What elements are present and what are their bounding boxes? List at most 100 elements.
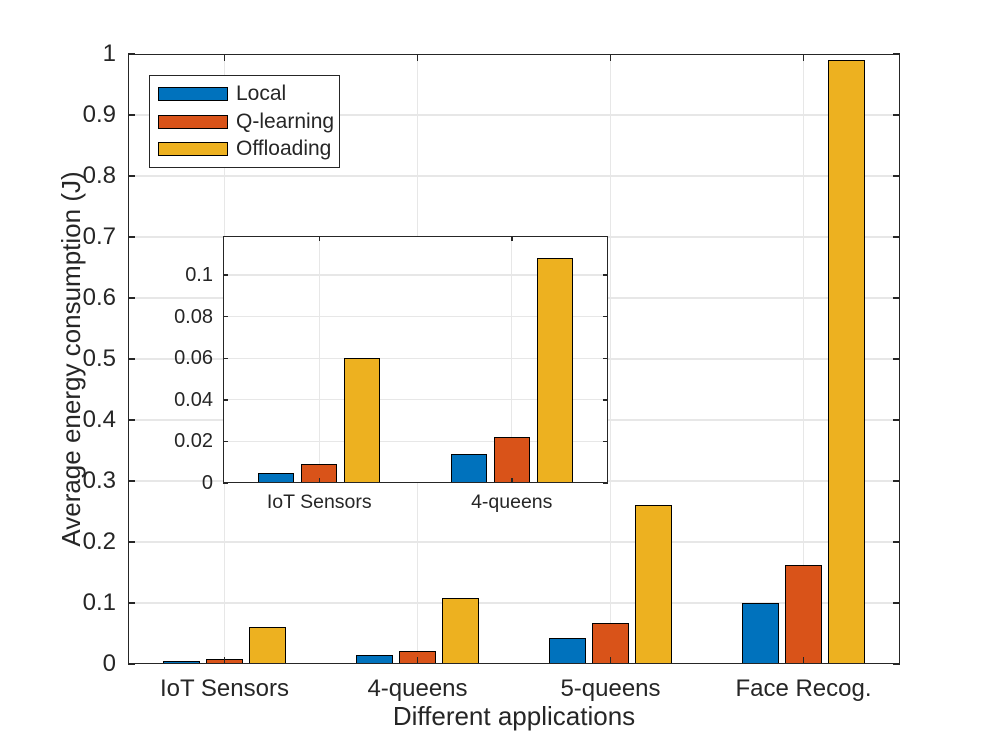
y-tick-mark bbox=[223, 440, 228, 443]
x-tick-mark bbox=[416, 54, 419, 61]
y-tick-mark bbox=[893, 541, 900, 543]
y-tick-label: 0.3 bbox=[82, 467, 116, 494]
y-tick-mark bbox=[128, 541, 135, 543]
h-gridline bbox=[223, 440, 608, 442]
y-tick-mark bbox=[128, 419, 135, 421]
legend-label-offloading: Offloading bbox=[236, 136, 332, 160]
h-gridline bbox=[223, 399, 608, 401]
legend-item-local: Local bbox=[150, 82, 339, 106]
bar-offloading-face-recog bbox=[828, 60, 865, 664]
y-tick-mark bbox=[893, 358, 900, 360]
legend-label-q-learning: Q-learning bbox=[236, 109, 335, 133]
bar-local-5-queens bbox=[549, 638, 586, 664]
v-gridline bbox=[802, 54, 805, 664]
y-tick-label: 0.1 bbox=[185, 264, 213, 287]
legend-label-local: Local bbox=[236, 82, 287, 106]
x-tick-label: 5-queens bbox=[560, 675, 661, 702]
inset-plot-area: 0 0.02 0.04 0.06 0.08 0.1 IoT Sensors 4-queens bbox=[174, 236, 608, 513]
y-tick-label: 0.06 bbox=[174, 347, 213, 370]
x-tick-mark bbox=[511, 478, 513, 483]
x-tick-mark bbox=[416, 657, 419, 664]
y-tick-label: 0 bbox=[201, 472, 213, 494]
y-tick-mark bbox=[223, 399, 228, 401]
y-tick-mark bbox=[603, 399, 608, 401]
h-gridline bbox=[128, 541, 900, 543]
y-tick-mark bbox=[893, 297, 900, 299]
y-tick-mark bbox=[893, 53, 900, 55]
x-tick-mark bbox=[318, 236, 320, 241]
y-tick-label: 0 bbox=[102, 650, 116, 677]
x-tick-label: IoT Sensors bbox=[266, 491, 372, 513]
legend-item-q-learning: Q-learning bbox=[150, 110, 339, 134]
bar-local-face-recog bbox=[742, 603, 779, 664]
h-gridline bbox=[223, 274, 608, 276]
y-tick-label: 0.6 bbox=[82, 284, 116, 311]
y-tick-mark bbox=[603, 440, 608, 443]
x-tick-mark bbox=[223, 54, 226, 61]
y-tick-mark bbox=[603, 482, 608, 484]
y-tick-mark bbox=[223, 482, 228, 484]
x-tick-label: 4-queens bbox=[367, 675, 468, 702]
y-tick-mark bbox=[128, 175, 135, 177]
y-tick-mark bbox=[128, 480, 135, 482]
x-tick-label: 4-queens bbox=[471, 491, 553, 513]
y-tick-label: 0.08 bbox=[174, 305, 213, 328]
h-gridline bbox=[128, 114, 900, 116]
x-tick-mark bbox=[511, 236, 513, 241]
y-tick-mark bbox=[893, 175, 900, 177]
v-gridline bbox=[511, 236, 513, 483]
bar-offloading-4-queens bbox=[442, 598, 479, 664]
y-tick-mark bbox=[128, 602, 135, 604]
y-tick-mark bbox=[603, 357, 608, 359]
bar-local-iot-sensors bbox=[258, 472, 295, 483]
x-axis-label: Different applications bbox=[392, 701, 636, 731]
h-gridline bbox=[128, 175, 900, 177]
x-tick-label: IoT Sensors bbox=[160, 675, 289, 702]
legend-item-offloading: Offloading bbox=[150, 137, 339, 161]
legend-swatch-local bbox=[158, 87, 228, 102]
bar-local-4-queens bbox=[356, 655, 393, 664]
y-tick-mark bbox=[603, 274, 608, 276]
y-tick-mark bbox=[223, 357, 228, 359]
x-tick-mark bbox=[318, 478, 320, 483]
y-tick-label: 1 bbox=[102, 40, 116, 67]
y-tick-mark bbox=[893, 480, 900, 482]
y-tick-mark bbox=[223, 315, 228, 318]
bar-q-learning-4-queens bbox=[493, 437, 530, 483]
y-tick-mark bbox=[128, 236, 135, 238]
bar-local-4-queens bbox=[450, 453, 487, 483]
bar-offloading-iot-sensors bbox=[249, 627, 286, 664]
x-tick-mark bbox=[609, 657, 612, 664]
x-tick-mark bbox=[802, 54, 805, 61]
y-tick-label: 0.2 bbox=[82, 528, 116, 555]
main-plot-area: 0 0.1 0.2 0.3 0.4 0.5 0.6 0.7 0.8 0.9 1 IoT Sensors… bbox=[83, 40, 900, 702]
x-tick-mark bbox=[223, 657, 226, 664]
y-tick-mark bbox=[893, 602, 900, 604]
legend-swatch-offloading bbox=[158, 141, 228, 156]
h-gridline bbox=[128, 602, 900, 604]
y-tick-label: 0.9 bbox=[82, 101, 116, 128]
y-tick-label: 0.8 bbox=[82, 162, 116, 189]
y-tick-mark bbox=[893, 236, 900, 238]
x-tick-mark bbox=[609, 54, 612, 61]
y-tick-mark bbox=[128, 663, 135, 665]
v-gridline bbox=[318, 236, 320, 483]
y-tick-mark bbox=[128, 53, 135, 55]
bar-offloading-5-queens bbox=[635, 505, 672, 664]
v-gridline bbox=[609, 54, 612, 664]
y-tick-mark bbox=[893, 114, 900, 116]
y-tick-label: 0.02 bbox=[174, 430, 213, 453]
y-tick-mark bbox=[893, 419, 900, 421]
h-gridline bbox=[223, 357, 608, 359]
y-tick-mark bbox=[223, 274, 228, 276]
y-tick-mark bbox=[128, 114, 135, 116]
legend: Local Q-learning Offloading bbox=[149, 75, 340, 168]
legend-swatch-q-learning bbox=[158, 114, 228, 129]
bar-offloading-iot-sensors bbox=[344, 358, 381, 483]
y-tick-label: 0.7 bbox=[82, 223, 116, 250]
bar-offloading-4-queens bbox=[536, 258, 573, 483]
y-tick-mark bbox=[603, 315, 608, 318]
y-tick-mark bbox=[128, 297, 135, 299]
y-tick-label: 0.04 bbox=[174, 388, 213, 411]
